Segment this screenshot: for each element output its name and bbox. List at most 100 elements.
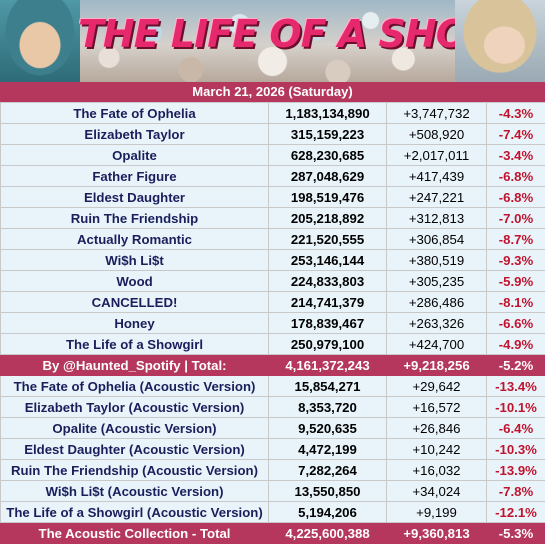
total-streams-cell: 315,159,223 xyxy=(268,123,387,145)
portrait-right-image xyxy=(455,0,545,82)
table-row: The Fate of Ophelia (Acoustic Version) 15… xyxy=(0,375,545,397)
table-row: Wood 224,833,803 +305,235 -5.9% xyxy=(0,270,545,292)
streams-table: The Fate of Ophelia 1,183,134,890 +3,747,7… xyxy=(0,102,545,544)
percent-change-cell: -6.6% xyxy=(486,312,545,334)
percent-change-cell: -4.3% xyxy=(486,102,545,124)
total-streams-cell: 7,282,264 xyxy=(268,459,387,481)
daily-gain-cell: +286,486 xyxy=(386,291,487,313)
percent-change-cell: -8.1% xyxy=(486,291,545,313)
track-name-cell: Actually Romantic xyxy=(0,228,269,250)
total-streams-cell: 8,353,720 xyxy=(268,396,387,418)
total-streams-cell: 221,520,555 xyxy=(268,228,387,250)
total-streams-cell: 15,854,271 xyxy=(268,375,387,397)
table-row: Wi$h Li$t (Acoustic Version) 13,550,850 +3… xyxy=(0,480,545,502)
daily-gain-cell: +263,326 xyxy=(386,312,487,334)
daily-gain-cell: +305,235 xyxy=(386,270,487,292)
daily-gain-cell: +2,017,011 xyxy=(386,144,487,166)
percent-change-cell: -10.3% xyxy=(486,438,545,460)
daily-gain-cell: +26,846 xyxy=(386,417,487,439)
table-row: Elizabeth Taylor 315,159,223 +508,920 -7.4% xyxy=(0,123,545,145)
track-name-cell: Elizabeth Taylor xyxy=(0,123,269,145)
page-title: THE LIFE OF A SHOWGIRL xyxy=(78,12,545,56)
percent-change-cell: -12.1% xyxy=(486,501,545,523)
percent-change-cell: -6.8% xyxy=(486,186,545,208)
percent-change-cell: -7.8% xyxy=(486,480,545,502)
daily-gain-cell: +247,221 xyxy=(386,186,487,208)
daily-gain-cell: +9,218,256 xyxy=(386,354,487,376)
table-row: Honey 178,839,467 +263,326 -6.6% xyxy=(0,312,545,334)
table-row: Wi$h Li$t 253,146,144 +380,519 -9.3% xyxy=(0,249,545,271)
total-row: By @Haunted_Spotify | Total: 4,161,372,24… xyxy=(0,354,545,376)
date-banner: March 21, 2026 (Saturday) xyxy=(0,82,545,102)
percent-change-cell: -9.3% xyxy=(486,249,545,271)
table-row: Opalite (Acoustic Version) 9,520,635 +26,8… xyxy=(0,417,545,439)
percent-change-cell: -5.9% xyxy=(486,270,545,292)
table-row: The Life of a Showgirl 250,979,100 +424,70… xyxy=(0,333,545,355)
track-name-cell: The Fate of Ophelia xyxy=(0,102,269,124)
track-name-cell: Ruin The Friendship xyxy=(0,207,269,229)
daily-gain-cell: +16,032 xyxy=(386,459,487,481)
track-name-cell: Father Figure xyxy=(0,165,269,187)
track-name-cell: CANCELLED! xyxy=(0,291,269,313)
total-streams-cell: 287,048,629 xyxy=(268,165,387,187)
total-streams-cell: 198,519,476 xyxy=(268,186,387,208)
table-row: Elizabeth Taylor (Acoustic Version) 8,353… xyxy=(0,396,545,418)
daily-gain-cell: +306,854 xyxy=(386,228,487,250)
total-streams-cell: 178,839,467 xyxy=(268,312,387,334)
total-streams-cell: 253,146,144 xyxy=(268,249,387,271)
daily-gain-cell: +417,439 xyxy=(386,165,487,187)
table-row: Ruin The Friendship 205,218,892 +312,813 -7… xyxy=(0,207,545,229)
track-name-cell: By @Haunted_Spotify | Total: xyxy=(0,354,269,376)
total-streams-cell: 224,833,803 xyxy=(268,270,387,292)
table-row: The Life of a Showgirl (Acoustic Version… xyxy=(0,501,545,523)
percent-change-cell: -13.4% xyxy=(486,375,545,397)
daily-gain-cell: +29,642 xyxy=(386,375,487,397)
table-row: Opalite 628,230,685 +2,017,011 -3.4% xyxy=(0,144,545,166)
total-streams-cell: 13,550,850 xyxy=(268,480,387,502)
percent-change-cell: -4.9% xyxy=(486,333,545,355)
percent-change-cell: -6.4% xyxy=(486,417,545,439)
daily-gain-cell: +9,360,813 xyxy=(386,522,487,544)
track-name-cell: Eldest Daughter (Acoustic Version) xyxy=(0,438,269,460)
table-row: Father Figure 287,048,629 +417,439 -6.8% xyxy=(0,165,545,187)
percent-change-cell: -5.2% xyxy=(486,354,545,376)
total-row: The Acoustic Collection - Total 4,225,600… xyxy=(0,522,545,544)
header-banner: THE LIFE OF A SHOWGIRL xyxy=(0,0,545,82)
daily-gain-cell: +508,920 xyxy=(386,123,487,145)
portrait-left-image xyxy=(0,0,80,82)
total-streams-cell: 205,218,892 xyxy=(268,207,387,229)
percent-change-cell: -7.4% xyxy=(486,123,545,145)
table-row: Ruin The Friendship (Acoustic Version) 7,… xyxy=(0,459,545,481)
track-name-cell: Opalite (Acoustic Version) xyxy=(0,417,269,439)
track-name-cell: Wood xyxy=(0,270,269,292)
daily-gain-cell: +16,572 xyxy=(386,396,487,418)
daily-gain-cell: +9,199 xyxy=(386,501,487,523)
percent-change-cell: -5.3% xyxy=(486,522,545,544)
table-row: Eldest Daughter 198,519,476 +247,221 -6.8% xyxy=(0,186,545,208)
total-streams-cell: 1,183,134,890 xyxy=(268,102,387,124)
table-row: Eldest Daughter (Acoustic Version) 4,472,… xyxy=(0,438,545,460)
daily-gain-cell: +312,813 xyxy=(386,207,487,229)
percent-change-cell: -3.4% xyxy=(486,144,545,166)
percent-change-cell: -7.0% xyxy=(486,207,545,229)
track-name-cell: Eldest Daughter xyxy=(0,186,269,208)
percent-change-cell: -10.1% xyxy=(486,396,545,418)
table-row: Actually Romantic 221,520,555 +306,854 -8.7… xyxy=(0,228,545,250)
table-row: The Fate of Ophelia 1,183,134,890 +3,747,7… xyxy=(0,102,545,124)
daily-gain-cell: +3,747,732 xyxy=(386,102,487,124)
total-streams-cell: 250,979,100 xyxy=(268,333,387,355)
total-streams-cell: 5,194,206 xyxy=(268,501,387,523)
daily-gain-cell: +424,700 xyxy=(386,333,487,355)
streams-table-body: The Fate of Ophelia 1,183,134,890 +3,747,7… xyxy=(0,102,545,544)
track-name-cell: Wi$h Li$t xyxy=(0,249,269,271)
track-name-cell: The Life of a Showgirl (Acoustic Version… xyxy=(0,501,269,523)
total-streams-cell: 4,225,600,388 xyxy=(268,522,387,544)
percent-change-cell: -8.7% xyxy=(486,228,545,250)
track-name-cell: The Life of a Showgirl xyxy=(0,333,269,355)
track-name-cell: Ruin The Friendship (Acoustic Version) xyxy=(0,459,269,481)
track-name-cell: The Fate of Ophelia (Acoustic Version) xyxy=(0,375,269,397)
percent-change-cell: -6.8% xyxy=(486,165,545,187)
table-row: CANCELLED! 214,741,379 +286,486 -8.1% xyxy=(0,291,545,313)
track-name-cell: Elizabeth Taylor (Acoustic Version) xyxy=(0,396,269,418)
daily-gain-cell: +10,242 xyxy=(386,438,487,460)
